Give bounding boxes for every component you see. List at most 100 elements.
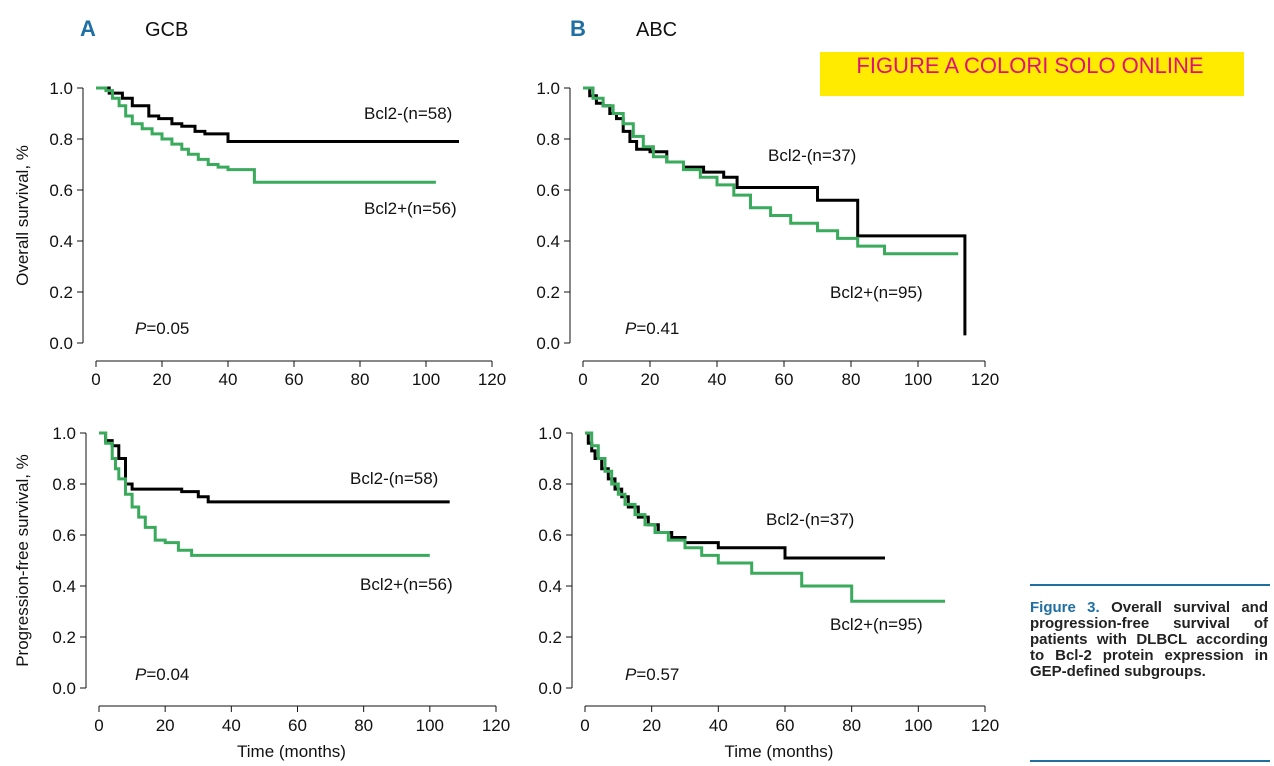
survival-curve-bcl2-pos [99, 431, 430, 557]
x-tick-label: 0 [580, 716, 589, 735]
y-tick-label: 0.2 [52, 628, 76, 647]
p-value-symbol: P [135, 665, 147, 684]
x-tick-label: 100 [416, 716, 444, 735]
x-tick-label: 40 [708, 370, 727, 389]
y-tick-label: 0.8 [538, 475, 562, 494]
y-tick-label: 0.2 [536, 283, 560, 302]
caption-rule-bottom [1030, 760, 1270, 762]
y-tick-label: 0.4 [52, 577, 76, 596]
panel-label-a: A [80, 16, 96, 41]
x-tick-label: 60 [775, 370, 794, 389]
y-tick-label: 0.6 [536, 181, 560, 200]
y-tick-label: 0.8 [536, 130, 560, 149]
group-title-gcb: GCB [145, 19, 188, 41]
series-label: Bcl2+(n=56) [360, 575, 453, 594]
series-label: Bcl2+(n=95) [830, 615, 923, 634]
x-tick-label: 20 [642, 716, 661, 735]
series-label: Bcl2+(n=95) [830, 283, 923, 302]
series-label: Bcl2-(n=58) [350, 469, 438, 488]
y-axis-label: Progression-free survival, % [13, 454, 32, 667]
panel-B-bottom: 0 20 40 60 80 100 120 0.0 0.2 0.4 0.6 0.8 1.0 Time (m… [538, 424, 999, 761]
p-value: P=0.04 [135, 665, 189, 684]
x-tick-label: 100 [904, 370, 932, 389]
x-tick-label: 0 [91, 370, 100, 389]
p-value-symbol: P [135, 319, 147, 338]
x-tick-label: 80 [354, 716, 373, 735]
p-value: P=0.05 [135, 319, 189, 338]
p-value: P=0.41 [625, 319, 679, 338]
caption-rule-top [1030, 584, 1270, 586]
panel-A-bottom: 0 20 40 60 80 100 120 0.0 0.2 0.4 0.6 0.8 1.0 Progres… [13, 424, 510, 761]
y-tick-label: 1.0 [49, 79, 73, 98]
caption-lead: Figure 3. [1030, 599, 1100, 616]
y-tick-label: 1.0 [536, 79, 560, 98]
p-value-symbol: P [625, 319, 637, 338]
x-axis-label: Time (months) [725, 742, 834, 761]
y-tick-label: 0.0 [536, 334, 560, 353]
panels: 0 20 40 60 80 100 120 0.0 0.2 0.4 0.6 0.8 1.0 Overall… [13, 79, 999, 761]
x-tick-label: 40 [219, 370, 238, 389]
survival-curve-bcl2-pos [585, 431, 945, 603]
survival-curve-bcl2-neg [585, 431, 885, 560]
p-value-number: =0.41 [636, 319, 679, 338]
p-value-number: =0.04 [146, 665, 189, 684]
x-tick-label: 120 [971, 716, 999, 735]
survival-curve-bcl2-neg [96, 86, 459, 143]
y-tick-label: 0.0 [49, 334, 73, 353]
y-tick-label: 0.4 [49, 232, 73, 251]
series-label: Bcl2+(n=56) [364, 199, 457, 218]
online-color-banner: FIGURE A COLORI SOLO ONLINE [820, 52, 1244, 96]
series-label: Bcl2-(n=37) [768, 146, 856, 165]
y-tick-label: 0.8 [52, 475, 76, 494]
x-tick-label: 60 [776, 716, 795, 735]
survival-curve-bcl2-neg [99, 431, 450, 504]
y-tick-label: 0.0 [538, 679, 562, 698]
p-value-symbol: P [625, 665, 637, 684]
y-tick-label: 0.4 [536, 232, 560, 251]
y-tick-label: 0.8 [49, 130, 73, 149]
x-tick-label: 120 [482, 716, 510, 735]
caption-text: Figure 3. Overall survival and progressi… [1030, 600, 1268, 680]
y-tick-label: 1.0 [52, 424, 76, 443]
y-axis-label: Overall survival, % [13, 145, 32, 286]
x-tick-label: 100 [412, 370, 440, 389]
panel-A-top: 0 20 40 60 80 100 120 0.0 0.2 0.4 0.6 0.8 1.0 Overall… [13, 79, 506, 389]
x-tick-label: 20 [156, 716, 175, 735]
x-tick-label: 80 [351, 370, 370, 389]
x-tick-label: 120 [971, 370, 999, 389]
series-label: Bcl2-(n=58) [364, 104, 452, 123]
x-tick-label: 80 [842, 370, 861, 389]
y-tick-label: 0.6 [49, 181, 73, 200]
x-tick-label: 60 [285, 370, 304, 389]
p-value-number: =0.05 [146, 319, 189, 338]
y-tick-label: 0.0 [52, 679, 76, 698]
panel-label-b: B [570, 16, 586, 41]
y-tick-label: 0.6 [538, 526, 562, 545]
y-tick-label: 0.2 [538, 628, 562, 647]
group-title-abc: ABC [636, 19, 677, 41]
y-tick-label: 0.6 [52, 526, 76, 545]
p-value: P=0.57 [625, 665, 679, 684]
x-tick-label: 20 [641, 370, 660, 389]
y-tick-label: 1.0 [538, 424, 562, 443]
x-tick-label: 40 [222, 716, 241, 735]
survival-curve-bcl2-pos [96, 86, 436, 184]
caption-body: Overall survival and progression-free su… [1030, 599, 1269, 680]
x-tick-label: 80 [842, 716, 861, 735]
survival-curve-bcl2-pos [583, 86, 959, 256]
x-tick-label: 120 [478, 370, 506, 389]
series-label: Bcl2-(n=37) [766, 510, 854, 529]
x-axis-label: Time (months) [237, 742, 346, 761]
y-tick-label: 0.4 [538, 577, 562, 596]
x-tick-label: 20 [153, 370, 172, 389]
x-tick-label: 0 [578, 370, 587, 389]
p-value-number: =0.57 [636, 665, 679, 684]
x-tick-label: 100 [904, 716, 932, 735]
x-tick-label: 40 [709, 716, 728, 735]
x-tick-label: 60 [288, 716, 307, 735]
y-tick-label: 0.2 [49, 283, 73, 302]
x-tick-label: 0 [94, 716, 103, 735]
panel-B-top: 0 20 40 60 80 100 120 0.0 0.2 0.4 0.6 0.8 1.0 Bcl2-(n… [536, 79, 999, 389]
